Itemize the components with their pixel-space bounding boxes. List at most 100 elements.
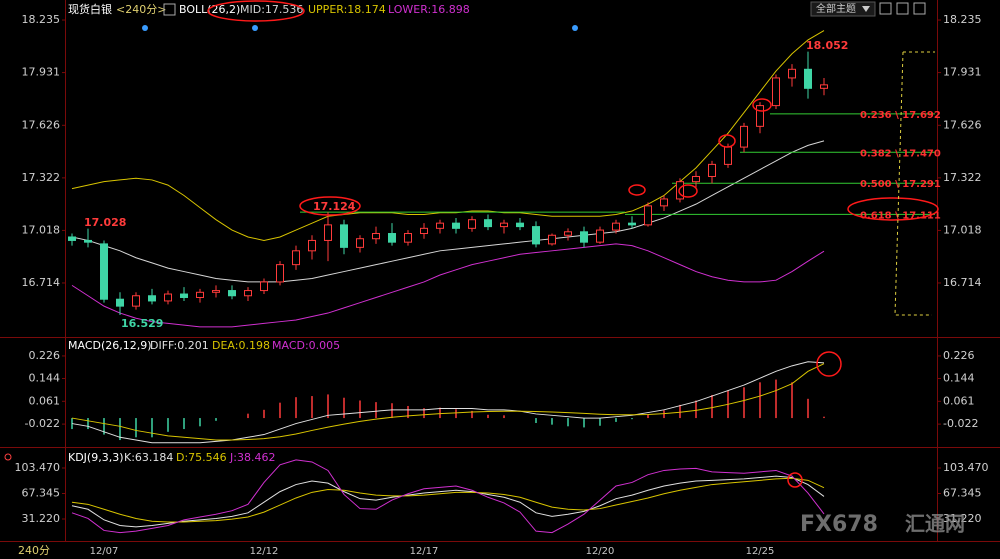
candle-body xyxy=(724,146,732,165)
legend-entry: MID:17.536 xyxy=(240,3,303,16)
window-button[interactable] xyxy=(896,2,909,15)
candle-body xyxy=(772,77,780,107)
y-tick-label: 17.018 xyxy=(943,223,982,236)
watermark: 汇通网 xyxy=(905,512,965,536)
dropdown-arrow xyxy=(862,6,870,12)
candle-body xyxy=(500,222,508,228)
candle-body xyxy=(708,163,716,177)
candle-body xyxy=(388,233,396,243)
candle-body xyxy=(756,105,764,127)
candle-body xyxy=(84,239,92,243)
theme-button[interactable] xyxy=(810,1,876,17)
candle-body xyxy=(660,198,668,207)
candle-body xyxy=(308,239,316,252)
y-tick-label: 0.061 xyxy=(943,394,975,407)
y-tick-label: 16.714 xyxy=(22,276,61,289)
line xyxy=(71,30,825,241)
period: <240分> xyxy=(116,3,166,16)
highlight xyxy=(628,184,646,196)
candle-body xyxy=(100,243,108,300)
candle-body xyxy=(452,222,460,229)
highlight xyxy=(299,196,361,216)
plot-area: 18.235 18.235 17.931 17.931 17.626 17.626 17.3… xyxy=(15,13,989,557)
window-button[interactable] xyxy=(879,2,892,15)
y-tick-label: 17.322 xyxy=(943,171,982,184)
legend-entry: DEA:0.198 xyxy=(212,339,270,352)
price-annotation: 18.052 xyxy=(806,39,848,52)
candle-body xyxy=(244,290,252,297)
line xyxy=(71,477,825,523)
candle-body xyxy=(820,84,828,89)
x-tick-label: 12/07 xyxy=(90,546,119,557)
panel-title: KDJ(9,3,3) xyxy=(68,451,124,464)
candle-body xyxy=(420,227,428,235)
candle-body xyxy=(116,298,124,307)
candle-body xyxy=(340,224,348,248)
fib-label: 0.236 \ 17.692 xyxy=(860,110,941,121)
y-tick-label: 103.470 xyxy=(15,461,61,474)
x-tick-label: 12/20 xyxy=(586,546,615,557)
symbol: 现货白银 xyxy=(68,2,112,16)
candle-body xyxy=(372,233,380,240)
y-tick-label: 17.322 xyxy=(22,171,61,184)
y-tick-label: 0.226 xyxy=(29,349,61,362)
highlight xyxy=(207,0,305,22)
theme-label: 全部主题 xyxy=(816,2,856,15)
watermark: FX678 xyxy=(800,512,878,537)
y-tick-label: 0.061 xyxy=(29,394,61,407)
panel-title: MACD(26,12,9) xyxy=(68,339,152,352)
y-tick-label: 0.226 xyxy=(943,349,975,362)
projection-bracket xyxy=(894,51,935,316)
event-dot[interactable] xyxy=(142,25,148,31)
legend-entry: UPPER:18.174 xyxy=(308,3,386,16)
line xyxy=(71,363,825,441)
candle-body xyxy=(532,226,540,245)
y-tick-label: 17.626 xyxy=(22,118,61,131)
candle-body xyxy=(564,231,572,236)
y-tick-label: 0.144 xyxy=(29,371,61,384)
legend-entry: K:63.184 xyxy=(124,451,173,464)
panel-icon[interactable] xyxy=(4,453,12,461)
highlight xyxy=(752,98,772,112)
highlight xyxy=(787,472,803,488)
highlight xyxy=(678,184,698,198)
candle-body xyxy=(164,293,172,302)
candle-body xyxy=(676,181,684,200)
period-button[interactable]: 240分 xyxy=(18,544,50,557)
legend-entry: LOWER:16.898 xyxy=(388,3,470,16)
candle-body xyxy=(740,125,748,148)
candle-body xyxy=(148,295,156,302)
candle-body xyxy=(180,293,188,298)
candle-body xyxy=(580,231,588,243)
price-annotation: 17.028 xyxy=(84,216,126,229)
candle-body xyxy=(260,281,268,292)
y-tick-label: 67.345 xyxy=(943,487,982,500)
line xyxy=(71,140,825,283)
event-dot[interactable] xyxy=(252,25,258,31)
event-dot[interactable] xyxy=(572,25,578,31)
y-tick-label: -0.022 xyxy=(25,417,60,430)
line xyxy=(71,475,825,528)
x-tick-label: 12/25 xyxy=(746,546,775,557)
highlight-circles xyxy=(207,0,939,488)
y-tick-label: 0.144 xyxy=(943,371,975,384)
indicator-name: BOLL(26,2) xyxy=(179,3,240,16)
window-button[interactable] xyxy=(913,2,926,15)
candle-body xyxy=(516,222,524,228)
candle-body xyxy=(628,222,636,226)
y-tick-label: 17.626 xyxy=(943,118,982,131)
candle-body xyxy=(804,68,812,89)
panel-frame xyxy=(0,0,1000,542)
candle-body xyxy=(404,233,412,243)
price-annotation: 16.529 xyxy=(121,317,163,330)
legend-entry: J:38.462 xyxy=(229,451,275,464)
candle-body xyxy=(68,236,76,241)
fib-label: 0.618 \ 17.111 xyxy=(860,210,941,221)
line xyxy=(71,459,825,534)
indicator-icon[interactable] xyxy=(163,3,176,16)
fib-label: 0.382 \ 17.470 xyxy=(860,148,941,159)
candle-body xyxy=(468,219,476,229)
y-tick-label: 31.220 xyxy=(943,512,982,525)
candle-body xyxy=(692,175,700,183)
